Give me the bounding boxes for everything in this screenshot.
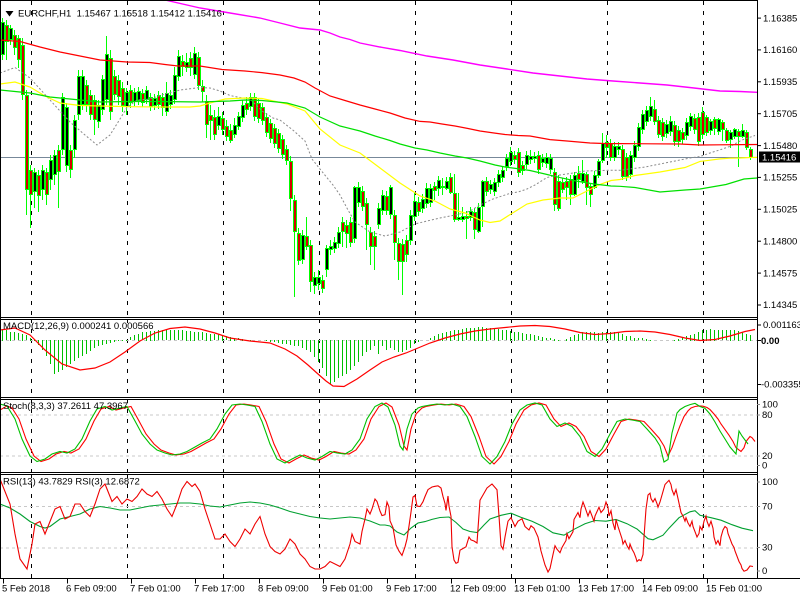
svg-text:-0.003355: -0.003355 <box>761 380 800 391</box>
svg-text:1.15025: 1.15025 <box>763 205 797 216</box>
svg-text:EURCHF,H1 1.15467 1.15518 1.1: EURCHF,H1 1.15467 1.15518 1.15412 1.1541… <box>18 9 222 20</box>
svg-text:6 Feb 09:00: 6 Feb 09:00 <box>66 584 117 595</box>
svg-text:0: 0 <box>762 566 767 577</box>
svg-text:MACD(12,26,9) 0.000241 0.00056: MACD(12,26,9) 0.000241 0.000566 <box>3 321 154 332</box>
svg-text:20: 20 <box>762 451 773 462</box>
svg-text:1.15416: 1.15416 <box>762 153 796 164</box>
svg-text:14 Feb 09:00: 14 Feb 09:00 <box>642 584 698 595</box>
svg-text:1.15255: 1.15255 <box>763 173 797 184</box>
svg-text:100: 100 <box>762 400 778 411</box>
svg-text:9 Feb 17:00: 9 Feb 17:00 <box>386 584 437 595</box>
svg-text:13 Feb 17:00: 13 Feb 17:00 <box>578 584 634 595</box>
svg-text:8 Feb 09:00: 8 Feb 09:00 <box>258 584 309 595</box>
svg-text:30: 30 <box>762 543 773 554</box>
svg-text:0: 0 <box>762 461 767 472</box>
svg-text:70: 70 <box>762 502 773 513</box>
svg-text:1.14800: 1.14800 <box>763 236 797 247</box>
svg-text:1.15480: 1.15480 <box>763 141 797 152</box>
svg-text:1.14345: 1.14345 <box>763 300 797 311</box>
svg-text:12 Feb 09:00: 12 Feb 09:00 <box>450 584 506 595</box>
svg-text:1.16160: 1.16160 <box>763 45 797 56</box>
svg-text:0.00: 0.00 <box>761 336 780 347</box>
svg-text:80: 80 <box>762 410 773 421</box>
svg-text:15 Feb 01:00: 15 Feb 01:00 <box>706 584 762 595</box>
svg-text:0.001163: 0.001163 <box>763 320 800 331</box>
svg-text:1.14575: 1.14575 <box>763 268 797 279</box>
svg-text:7 Feb 01:00: 7 Feb 01:00 <box>130 584 181 595</box>
svg-text:100: 100 <box>762 477 778 488</box>
svg-text:7 Feb 17:00: 7 Feb 17:00 <box>194 584 245 595</box>
svg-text:RSI(13) 43.7829 RSI(3) 12.687: RSI(13) 43.7829 RSI(3) 12.6872 <box>3 477 140 488</box>
svg-text:1.15705: 1.15705 <box>763 109 797 120</box>
svg-text:Stoch(8,3,3) 37.2611 47.3967: Stoch(8,3,3) 37.2611 47.3967 <box>3 401 128 412</box>
svg-text:1.15935: 1.15935 <box>763 77 797 88</box>
svg-text:9 Feb 01:00: 9 Feb 01:00 <box>322 584 373 595</box>
svg-text:5 Feb 2018: 5 Feb 2018 <box>2 584 50 595</box>
svg-text:1.16385: 1.16385 <box>763 13 797 24</box>
svg-text:13 Feb 01:00: 13 Feb 01:00 <box>514 584 570 595</box>
